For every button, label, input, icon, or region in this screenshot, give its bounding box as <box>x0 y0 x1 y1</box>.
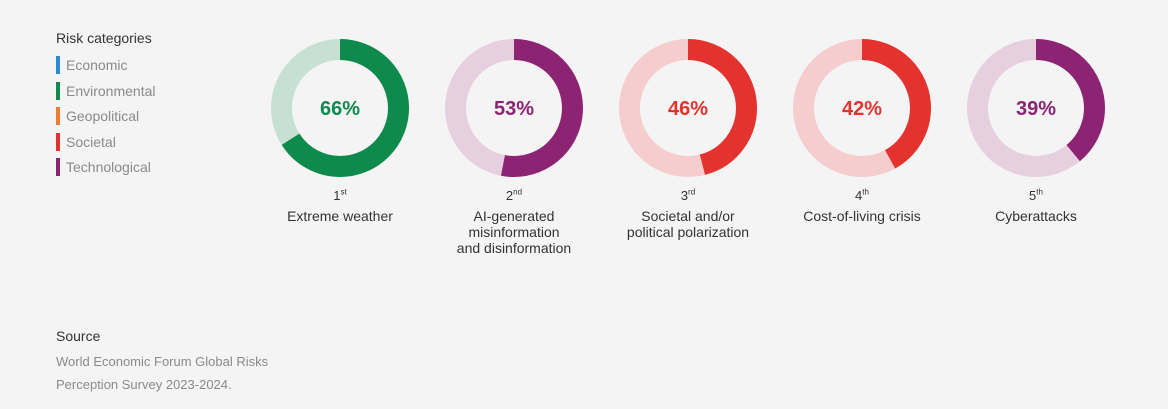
donut-item: 66% 1st Extreme weather <box>253 38 427 224</box>
risk-label: Societal and/or political polarization <box>626 208 750 240</box>
donut-chart: 39% <box>967 39 1105 177</box>
legend-label: Technological <box>66 159 151 176</box>
donut-percent-label: 42% <box>842 98 882 120</box>
donut-value-arc <box>445 39 583 177</box>
donut-item: 46% 3rd Societal and/or political polariza… <box>601 38 775 240</box>
rank-suffix: st <box>340 187 347 197</box>
legend-item-economic: Economic <box>56 56 156 74</box>
donut-percent-label: 66% <box>320 98 360 120</box>
donut-chart: 46% <box>619 39 757 177</box>
rank-number: 4 <box>855 188 863 203</box>
legend-item-societal: Societal <box>56 132 156 151</box>
legend-swatch <box>56 56 60 74</box>
risk-label: Extreme weather <box>287 208 393 224</box>
donut-item: 53% 2nd AI-generated misinformation and di… <box>427 38 601 256</box>
donut-chart: 42% <box>793 39 931 177</box>
rank-number: 2 <box>505 188 514 203</box>
donut-item: 39% 5th Cyberattacks <box>949 38 1123 224</box>
rank-label: 2nd <box>427 187 601 203</box>
rank-suffix: rd <box>688 187 696 197</box>
source-title: Source <box>56 328 101 344</box>
rank-label: 5th <box>949 187 1123 203</box>
donut-percent-label: 53% <box>494 98 534 120</box>
rank-suffix: nd <box>513 187 523 197</box>
risk-label: Cost-of-living crisis <box>803 208 921 224</box>
source-text: World Economic Forum Global Risks Percep… <box>56 354 269 392</box>
donut-percent-label: 46% <box>668 98 708 120</box>
rank-label: 1st <box>253 187 427 203</box>
legend-swatch <box>56 81 60 100</box>
rank-number: 5 <box>1029 188 1037 203</box>
risk-label: Cyberattacks <box>995 208 1077 224</box>
donut-value-arc <box>271 39 409 177</box>
rank-number: 3 <box>680 188 689 203</box>
legend-label: Economic <box>66 57 128 73</box>
rank-label: 4th <box>775 187 949 203</box>
donut-value-arc <box>793 39 931 177</box>
legend-item-technological: Technological <box>56 158 156 177</box>
legend-swatch <box>56 158 60 177</box>
rank-label: 3rd <box>601 187 775 203</box>
donut-chart: 66% <box>271 39 409 177</box>
legend: Risk categories Economic Environmental G… <box>56 30 156 184</box>
legend-label: Societal <box>66 133 116 150</box>
donut-chart: 53% <box>445 39 583 177</box>
rank-suffix: th <box>1036 187 1043 197</box>
donut-percent-label: 39% <box>1016 98 1056 120</box>
legend-item-geopolitical: Geopolitical <box>56 107 156 126</box>
source-note: Source World Economic Forum Global Risks… <box>56 328 268 396</box>
legend-label: Environmental <box>66 82 156 99</box>
donut-charts: 66% 1st Extreme weather 53% 2nd AI-generated … <box>253 38 1123 278</box>
legend-item-environmental: Environmental <box>56 81 156 100</box>
rank-suffix: th <box>862 187 869 197</box>
legend-swatch <box>56 132 60 151</box>
legend-swatch <box>56 107 60 126</box>
donut-item: 42% 4th Cost-of-living crisis <box>775 38 949 224</box>
legend-title: Risk categories <box>56 30 152 46</box>
legend-label: Geopolitical <box>66 108 140 125</box>
risk-label: AI-generated misinformation and disinfor… <box>456 208 572 256</box>
rank-number: 1 <box>333 188 341 203</box>
donut-value-arc <box>967 39 1105 177</box>
donut-value-arc <box>619 39 757 177</box>
